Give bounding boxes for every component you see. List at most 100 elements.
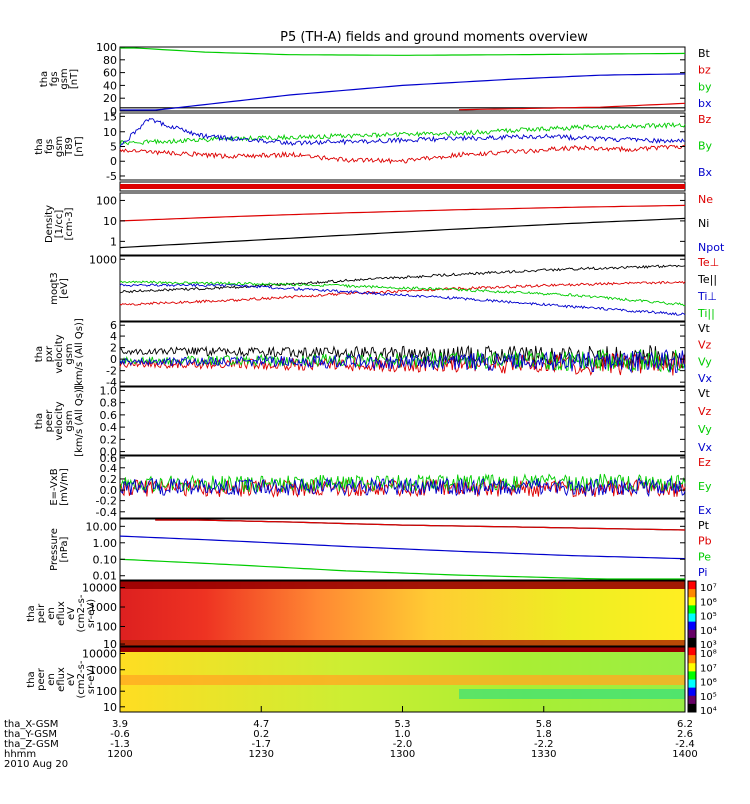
xaxis-value: -1.7 (251, 739, 271, 750)
panel-frame (119, 386, 686, 456)
y-axis-label: E=-VxB (49, 468, 60, 505)
colorbar-tick-label: 10⁸ (700, 649, 717, 660)
colorbar-tick-label: 10⁷ (700, 663, 717, 674)
xaxis-value: 2.6 (677, 729, 693, 740)
colorbar-segment (688, 695, 696, 705)
spectrogram-band-mid (120, 675, 685, 685)
ytick-label: 10 (103, 638, 117, 651)
y-axis-label: peir (36, 603, 47, 623)
series-line-by (120, 47, 686, 56)
y-axis-label: gsm (64, 343, 75, 364)
panel-6: 1.00.80.60.40.20.0 tha peer velocity gsm [km/… (34, 384, 713, 458)
ytick-label: 0.4 (100, 421, 118, 434)
series-line-Ex (119, 476, 686, 498)
ytick-label: 40 (103, 79, 117, 92)
ytick-label: 10 (103, 126, 117, 139)
spectrogram-frame (119, 580, 686, 647)
legend-label-Bz: Bz (698, 113, 712, 126)
xaxis-value: -2.0 (393, 739, 413, 750)
legend-label-Vy: Vy (698, 355, 712, 368)
ytick-label: 0.10 (93, 553, 118, 566)
y-axis-label: tha (34, 413, 45, 429)
y-axis-label: [nT] (74, 136, 85, 156)
panel-frame (119, 192, 686, 256)
y-axis-label: [nPa] (59, 536, 70, 562)
ytick-label: 1000 (89, 601, 117, 614)
ytick-label: 10 (103, 215, 117, 228)
xaxis-value: 1200 (107, 749, 132, 760)
xaxis-value: 1300 (390, 749, 415, 760)
ytick-label: -4 (106, 376, 117, 389)
series-line-Te|| (119, 264, 686, 294)
y-axis-label: [eV] (59, 278, 70, 299)
series-line-Vx (119, 349, 686, 374)
ytick-label: -0.2 (96, 495, 117, 508)
legend-label-Te⊥: Te⊥ (697, 256, 719, 269)
spectrogram-1: 10000 1000 100 10 tha peer en eflux eV (cm2-s-sr-… (26, 646, 717, 717)
xaxis-row-label: tha_Z-GSM (4, 739, 59, 750)
series-line-Pe (119, 558, 685, 580)
y-axis-label: peer (36, 667, 47, 691)
y-axis-label: fgs (44, 139, 55, 154)
panel-frame (119, 46, 686, 112)
xaxis-row-label: tha_X-GSM (4, 719, 58, 730)
legend-label-Vt: Vt (698, 387, 711, 400)
legend-label-By: By (698, 140, 713, 153)
ytick-label: 2 (110, 342, 117, 355)
colorbar-segment (688, 613, 696, 623)
ytick-label: 0.4 (100, 462, 118, 475)
plot-title: P5 (TH-A) fields and ground moments over… (280, 30, 588, 45)
colorbar-tick-label: 10³ (700, 640, 717, 651)
legend-label-Vz: Vz (698, 405, 712, 418)
ytick-label: 1.0 (100, 384, 118, 397)
y-axis-label: tha (26, 671, 37, 687)
y-axis-label: [km/s (All Qs)] (74, 318, 85, 390)
xaxis-row-label: hhmm (4, 749, 36, 760)
ytick-label: 20 (103, 92, 117, 105)
colorbar-tick-label: 10⁴ (700, 626, 717, 637)
series-line-Bz (119, 144, 686, 165)
spectrogram-band-top (120, 647, 685, 652)
panel-3: 100 10 1 Density [1/cc] [cm-3] Ne Ni Npot (44, 192, 725, 256)
legend-label-Npot: Npot (698, 241, 725, 254)
panel-frame (119, 112, 686, 181)
y-axis-label: velocity (54, 334, 65, 373)
y-axis-label: (cm2-s- (76, 660, 87, 698)
y-axis-label: [mV/m] (59, 468, 70, 506)
colorbar-tick-label: 10⁵ (700, 692, 717, 703)
y-axis-label: tha (34, 346, 45, 362)
panel-7: 0.60.40.20.0-0.2-0.4 E=-VxB [mV/m] Ez Ey Ex (49, 452, 712, 519)
legend-label-Ti⊥: Ti⊥ (697, 290, 717, 303)
colorbar-tick-label: 10⁵ (700, 612, 717, 623)
ytick-label: 0.6 (100, 452, 118, 465)
series-line-Ne (119, 204, 686, 222)
y-axis-label: peer (44, 409, 55, 433)
legend-label-by: by (698, 80, 712, 93)
xaxis-value: -0.6 (110, 729, 130, 740)
y-axis-label: tha (26, 605, 37, 621)
y-axis-label: sr-eV) (86, 665, 97, 694)
xaxis-value: 6.2 (677, 719, 693, 730)
series-line-bx (120, 73, 686, 111)
ytick-label: 0.01 (93, 570, 118, 583)
spectrogram-band-top (120, 581, 685, 589)
legend-label-Bx: Bx (698, 166, 713, 179)
colorbar-frame (687, 646, 697, 713)
y-axis-label: gsm (59, 68, 70, 89)
y-axis-label: gsm (54, 136, 65, 157)
legend-label-Vz: Vz (698, 339, 712, 352)
ytick-label: 0.8 (100, 397, 118, 410)
ytick-label: 10 (103, 701, 117, 714)
ytick-label: 0.6 (100, 409, 118, 422)
colorbar-tick-label: 10⁷ (700, 583, 717, 594)
panel-frame (119, 255, 686, 322)
ytick-label: 80 (103, 54, 117, 67)
colorbar-tick-label: 10⁶ (700, 597, 717, 608)
ytick-label: 0 (110, 353, 117, 366)
y-axis-label: en (46, 673, 57, 686)
panel-2 (119, 181, 686, 192)
